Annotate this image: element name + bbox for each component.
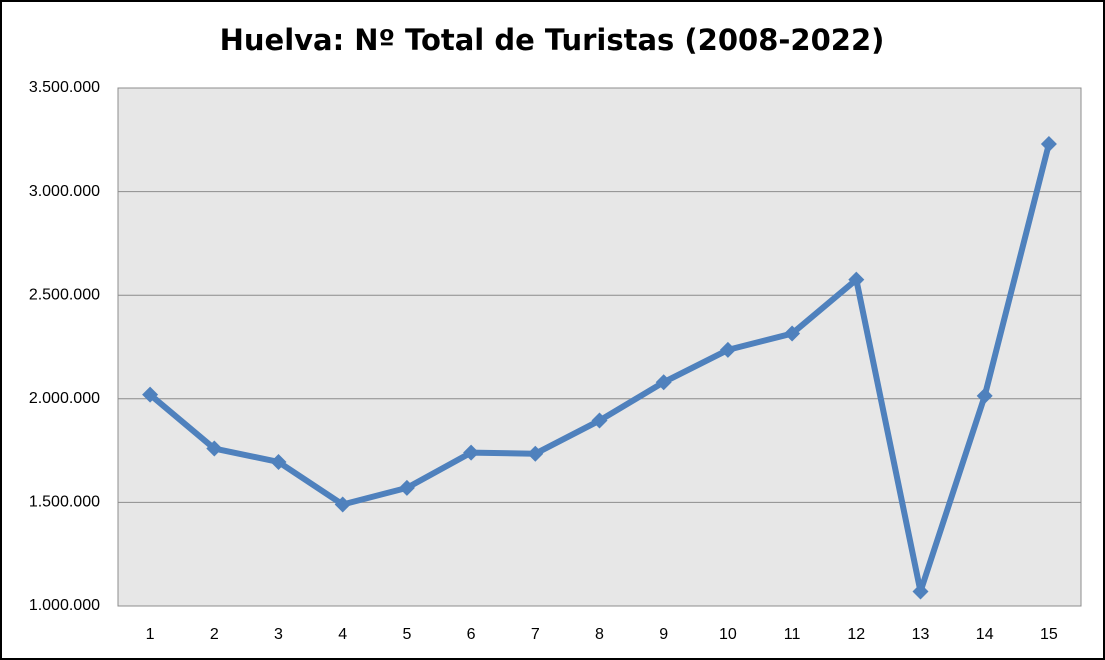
x-tick-label: 3	[274, 626, 283, 643]
x-tick-label: 12	[847, 626, 865, 643]
x-tick-label: 7	[531, 626, 540, 643]
marker	[463, 444, 480, 461]
y-tick-label: 3.000.000	[29, 183, 100, 200]
marker	[527, 445, 544, 462]
y-tick-label: 1.000.000	[29, 597, 100, 614]
marker	[719, 341, 736, 358]
x-tick-label: 9	[659, 626, 668, 643]
marker	[591, 412, 608, 429]
y-tick-label: 2.000.000	[29, 390, 100, 407]
marker	[1040, 135, 1057, 152]
x-tick-label: 5	[402, 626, 411, 643]
x-tick-label: 15	[1040, 626, 1058, 643]
marker	[398, 479, 415, 496]
x-tick-label: 10	[719, 626, 737, 643]
marker	[142, 386, 159, 403]
marker	[912, 583, 929, 600]
marker	[976, 387, 993, 404]
x-tick-label: 8	[595, 626, 604, 643]
marker	[848, 271, 865, 288]
chart-title: Huelva: Nº Total de Turistas (2008-2022)	[220, 23, 885, 57]
x-tick-label: 14	[976, 626, 994, 643]
marker	[334, 496, 351, 513]
x-tick-label: 6	[467, 626, 476, 643]
marker	[206, 440, 223, 457]
x-tick-label: 2	[210, 626, 219, 643]
marker	[784, 325, 801, 342]
y-tick-label: 3.500.000	[29, 79, 100, 96]
x-tick-label: 1	[146, 626, 155, 643]
y-tick-label: 1.500.000	[29, 494, 100, 511]
y-tick-label: 2.500.000	[29, 286, 100, 303]
x-tick-label: 4	[338, 626, 347, 643]
marker	[655, 374, 672, 391]
marker	[270, 453, 287, 470]
x-tick-label: 13	[912, 626, 930, 643]
x-tick-label: 11	[784, 626, 801, 643]
plot-area	[117, 87, 1082, 607]
